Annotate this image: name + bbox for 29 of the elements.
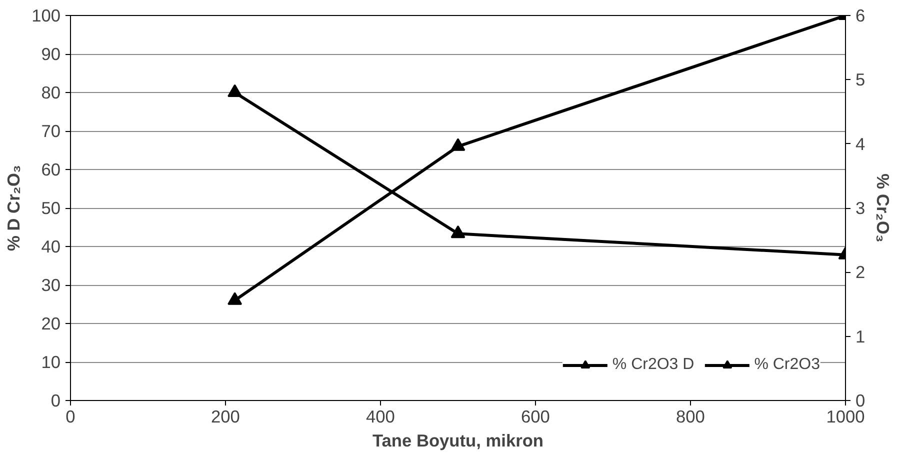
y2-tick-label: 4: [856, 134, 866, 154]
y-tick-label: 80: [41, 82, 61, 102]
y-tick-label: 30: [41, 275, 61, 295]
y-tick-label: 70: [41, 121, 61, 141]
y-tick-label: 60: [41, 160, 61, 180]
point: [450, 225, 466, 238]
y2-tick-label: 2: [856, 262, 866, 282]
y-tick-label: 90: [41, 44, 61, 64]
y2-tick-label: 6: [856, 6, 866, 26]
x-tick-label: 200: [211, 406, 240, 426]
y-tick-label: 10: [41, 352, 61, 372]
y-tick-label: 50: [41, 198, 61, 218]
y2-tick-label: 5: [856, 70, 866, 90]
x-tick-label: 800: [676, 406, 705, 426]
y2-tick-label: 1: [856, 326, 866, 346]
y-tick-label: 100: [32, 6, 61, 26]
y-tick-label: 20: [41, 314, 61, 334]
x-axis-title: Tane Boyutu, mikron: [372, 430, 544, 450]
legend-label: % Cr2O3 D: [612, 356, 694, 374]
x-tick-label: 400: [366, 406, 395, 426]
y2-tick-label: 3: [856, 198, 866, 218]
y-tick-label: 40: [41, 236, 61, 256]
point: [228, 84, 242, 98]
legend-label: % Cr2O3: [754, 356, 820, 374]
x-tick-label: 0: [66, 406, 76, 426]
y-tick-label: 0: [50, 390, 61, 410]
x-tick-label: 600: [521, 406, 550, 426]
y2-axis-title: % Cr₂O₃: [873, 174, 894, 242]
y-axis-title: % D Cr₂O₃: [4, 165, 24, 251]
